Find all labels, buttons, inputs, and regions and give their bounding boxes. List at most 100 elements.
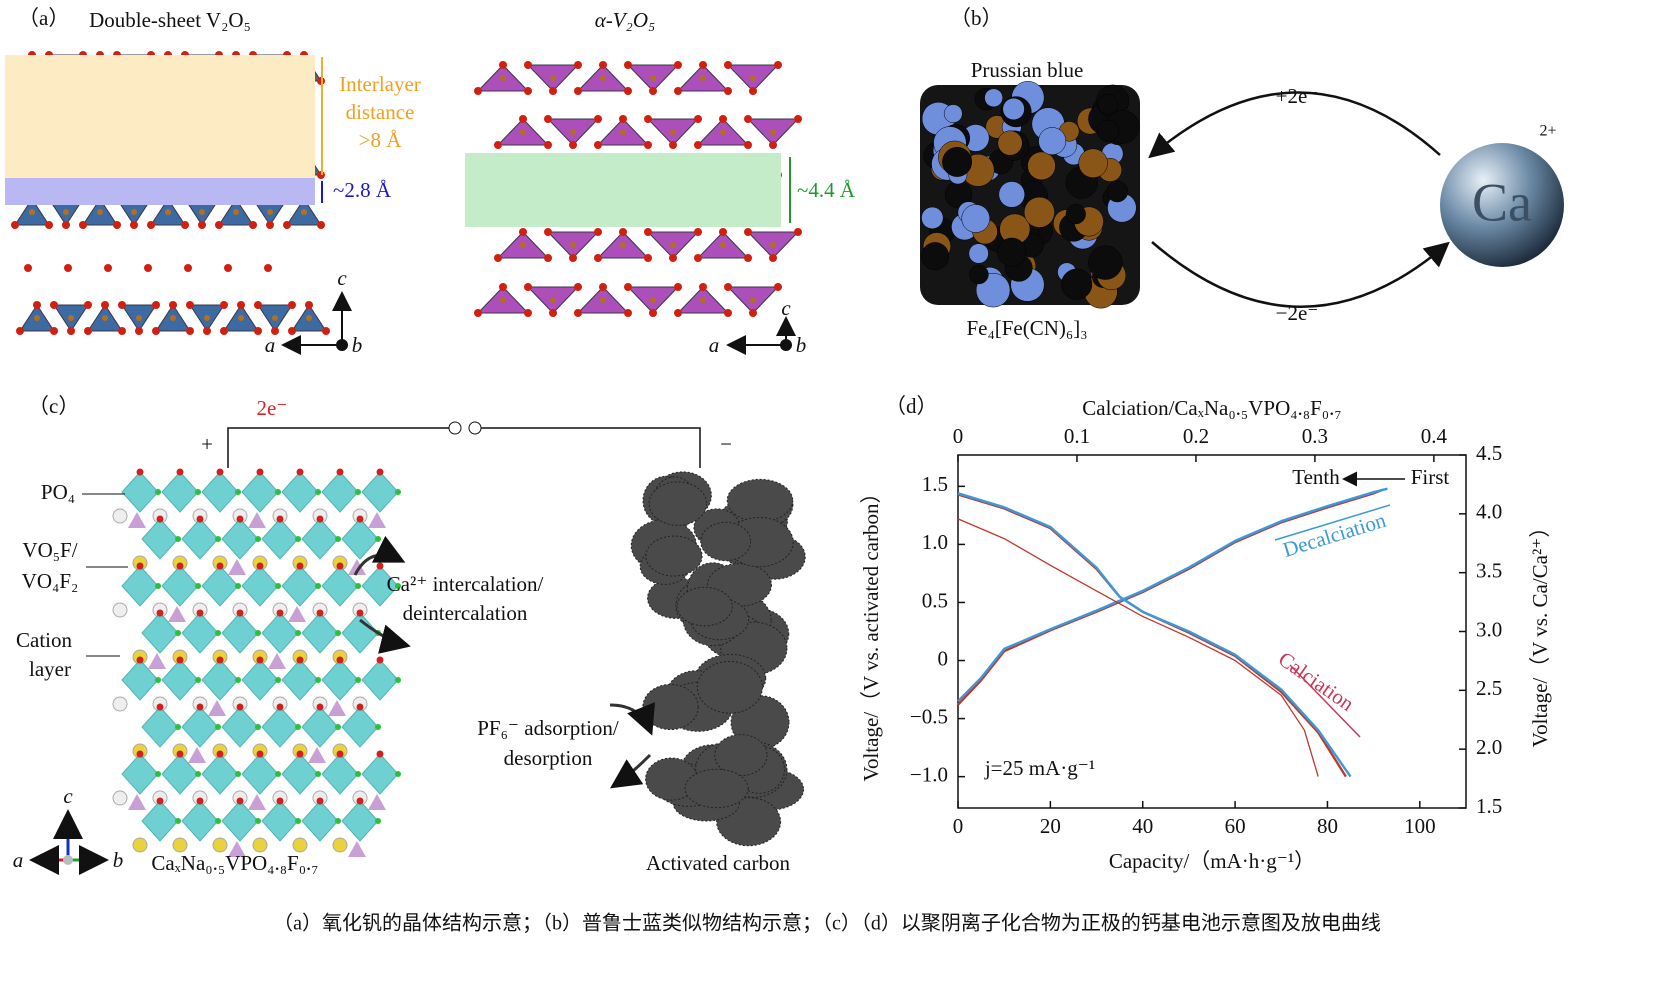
oxygen <box>524 61 532 69</box>
oxygen <box>544 115 552 123</box>
oxygen <box>694 228 702 236</box>
phosphate <box>128 794 146 810</box>
gap-band <box>5 178 315 205</box>
fluorine <box>155 677 161 683</box>
octahedron <box>201 753 239 795</box>
oxygen <box>176 562 184 570</box>
oxygen <box>184 264 192 272</box>
oxygen <box>50 327 58 335</box>
oxygen <box>356 703 364 711</box>
tick-label: 100 <box>1404 814 1436 838</box>
phosphate <box>148 653 166 669</box>
fluorine <box>375 818 381 824</box>
octahedron <box>261 612 299 654</box>
oxygen <box>256 562 264 570</box>
oxygen <box>266 221 274 229</box>
atom <box>1078 148 1108 178</box>
octahedron <box>321 659 359 701</box>
voltage-curve <box>957 492 1352 778</box>
oxygen <box>719 228 727 236</box>
atom <box>1097 119 1119 142</box>
atom <box>1027 151 1056 181</box>
oxygen <box>216 750 224 758</box>
carbon-particle <box>676 586 733 627</box>
atom <box>1065 204 1086 225</box>
atom <box>1002 97 1025 121</box>
phosphate <box>128 512 146 528</box>
oxygen <box>215 221 223 229</box>
oxygen <box>84 327 92 335</box>
oxygen <box>574 283 582 291</box>
tick-label: 0.2 <box>1183 424 1209 448</box>
electron-label: −2e⁻ <box>1276 301 1319 325</box>
fluorine <box>175 724 181 730</box>
tick-label: 60 <box>1225 814 1246 838</box>
fluorine <box>275 771 281 777</box>
oxygen <box>79 221 87 229</box>
vanadium <box>720 242 726 248</box>
vanadium <box>750 75 756 81</box>
tick-label: 1.5 <box>1476 794 1502 818</box>
oxygen <box>236 797 244 805</box>
vanadium <box>29 209 35 215</box>
tick-label: 0.4 <box>1421 424 1448 448</box>
cation <box>112 696 128 712</box>
oxygen <box>524 309 532 317</box>
oxygen <box>254 301 262 309</box>
oxygen <box>724 87 732 95</box>
fluorine <box>195 771 201 777</box>
oxygen <box>224 264 232 272</box>
octahedron <box>261 706 299 748</box>
oxygen <box>67 327 75 335</box>
oxygen <box>216 656 224 664</box>
fluorine <box>295 536 301 542</box>
fluorine <box>335 536 341 542</box>
octahedron <box>121 471 159 513</box>
oxygen <box>594 115 602 123</box>
oxygen <box>152 301 160 309</box>
panel-label: （b） <box>950 6 1003 30</box>
vanadium <box>34 315 40 321</box>
axis-letter: c <box>337 266 347 290</box>
annotation: >8 Å <box>359 128 403 152</box>
phosphate <box>228 559 246 575</box>
oxygen <box>376 750 384 758</box>
vanadium <box>600 75 606 81</box>
phosphate <box>328 700 346 716</box>
vanadium <box>102 315 108 321</box>
compound-name: Prussian blue <box>971 58 1084 82</box>
oxygen <box>118 327 126 335</box>
oxygen <box>288 301 296 309</box>
oxygen <box>156 797 164 805</box>
fluorine <box>255 818 261 824</box>
fluorine <box>335 724 341 730</box>
annotation: Tenth <box>1292 465 1340 489</box>
circuit-wire <box>481 427 701 468</box>
oxygen <box>499 61 507 69</box>
electrode-name: Activated carbon <box>646 851 791 875</box>
annotation: Calciation <box>1274 647 1359 716</box>
fluorine <box>295 630 301 636</box>
oxygen <box>256 750 264 758</box>
vanadium <box>520 242 526 248</box>
cation <box>112 508 128 524</box>
oxygen <box>296 562 304 570</box>
annotation: ~2.8 Å <box>333 178 392 202</box>
fluorine <box>355 677 361 683</box>
atom <box>984 88 1003 108</box>
oxygen <box>254 327 262 335</box>
octahedron <box>161 565 199 607</box>
fluorine <box>195 583 201 589</box>
octahedron <box>121 565 159 607</box>
oxygen <box>336 656 344 664</box>
oxygen <box>494 141 502 149</box>
cation <box>172 837 188 853</box>
oxygen <box>24 264 32 272</box>
oxygen <box>104 264 112 272</box>
atom <box>1106 180 1129 203</box>
octahedron <box>321 471 359 513</box>
oxygen <box>649 87 657 95</box>
fluorine <box>235 771 241 777</box>
axis-triad <box>28 809 109 875</box>
octahedron <box>301 518 339 560</box>
